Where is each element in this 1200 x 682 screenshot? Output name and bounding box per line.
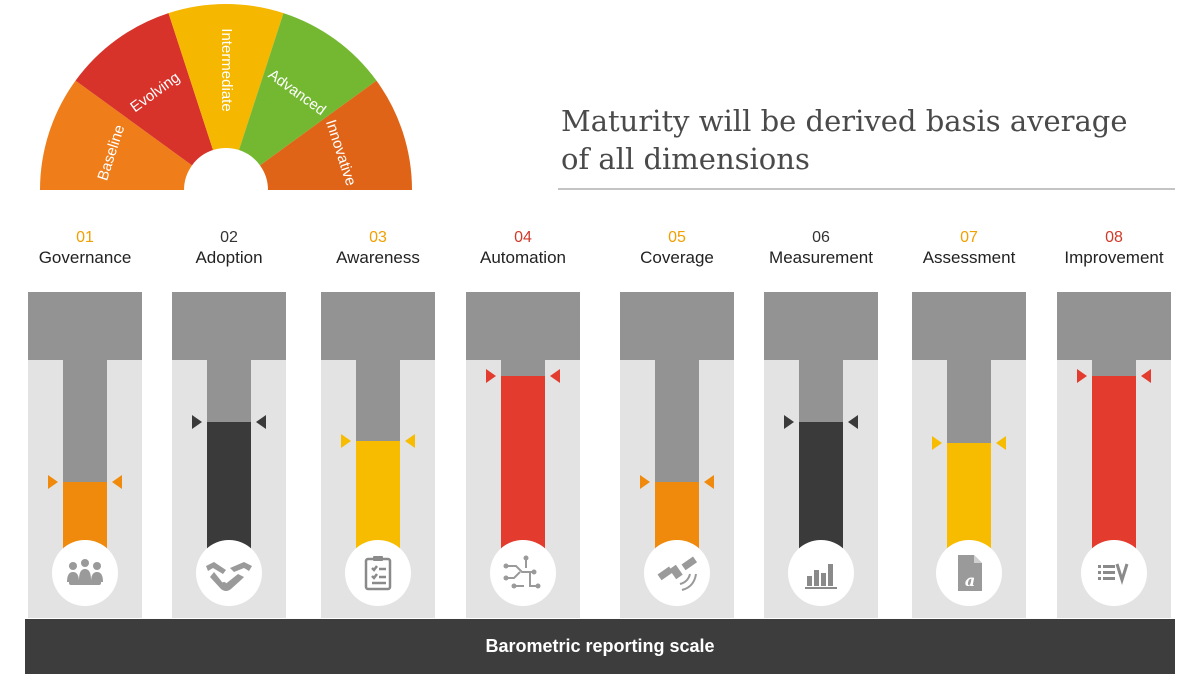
dimension-number: 07 (960, 229, 978, 246)
barometer-cap (28, 292, 142, 360)
barometer-panel (466, 292, 580, 618)
barometer-panel (321, 292, 435, 618)
gauge-segment-evolving (75, 13, 214, 166)
dimension-number: 02 (220, 229, 238, 246)
checklist-icon (1098, 563, 1129, 586)
document-icon: a (958, 555, 982, 591)
dimension-name: Measurement (769, 248, 873, 267)
level-marker-right-icon (996, 435, 1006, 450)
dimension-number: 06 (812, 229, 830, 246)
dimension-name: Adoption (195, 248, 263, 267)
level-marker-left-icon (48, 474, 58, 489)
gauge-segment-innovative (259, 80, 412, 190)
dimension-name: Improvement (1064, 248, 1164, 267)
level-marker-left-icon (341, 434, 351, 449)
dimension-icon-badge (52, 540, 118, 606)
level-marker-left-icon (932, 435, 942, 450)
dimension-number: 03 (369, 229, 387, 246)
clipboard-checklist-icon (364, 556, 392, 591)
dimension-number: 01 (76, 229, 94, 246)
dimension-icon-badge (345, 540, 411, 606)
barometer-fill (356, 441, 400, 552)
barometer-panel (620, 292, 734, 618)
dimension-governance: 01 Governance (26, 0, 144, 682)
level-marker-right-icon (550, 369, 560, 383)
people-meeting-icon (67, 559, 103, 585)
headline-line-1: Maturity will be derived basis average (561, 104, 1128, 138)
dimension-icon-badge (644, 540, 710, 606)
level-marker-right-icon (848, 414, 858, 429)
barometer-panel: a (912, 292, 1026, 618)
dimension-adoption: 02 Adoption (170, 0, 288, 682)
circuit-icon (503, 555, 541, 589)
dimension-awareness: 03 Awareness (319, 0, 437, 682)
dimension-icon-badge (490, 540, 556, 606)
level-marker-right-icon (256, 414, 266, 429)
barometer-fill (1092, 376, 1136, 552)
handshake-icon (206, 562, 252, 591)
barometer-fill (947, 442, 991, 552)
headline-divider (558, 188, 1175, 190)
level-marker-left-icon (192, 414, 202, 429)
level-marker-right-icon (1141, 369, 1151, 383)
gauge-segment-intermediate (168, 3, 284, 151)
gauge-segment-baseline (40, 80, 193, 190)
barometer-cap (1057, 292, 1171, 360)
level-marker-right-icon (704, 474, 714, 489)
level-marker-right-icon (405, 434, 415, 449)
level-marker-left-icon (640, 474, 650, 489)
dimension-measurement: 06 Measurement (762, 0, 880, 682)
dimension-icon-badge (1081, 540, 1147, 606)
level-marker-right-icon (112, 474, 122, 489)
dimension-name: Automation (480, 248, 566, 267)
barometric-scale-footer: Barometric reporting scale (25, 619, 1175, 674)
dimension-number: 08 (1105, 229, 1123, 246)
barometer-cap (620, 292, 734, 360)
dimension-name: Governance (38, 248, 132, 267)
barometer-fill (799, 421, 843, 552)
barometer-panel (764, 292, 878, 618)
barometer-fill (501, 376, 545, 552)
barometer-cap (912, 292, 1026, 360)
dimension-automation: 04 Automation (464, 0, 582, 682)
level-marker-left-icon (486, 369, 496, 383)
dimension-name: Assessment (922, 248, 1016, 267)
barometer-cap (321, 292, 435, 360)
dimension-name: Coverage (640, 248, 714, 267)
dimension-number: 04 (514, 229, 532, 246)
dimension-name: Awareness (336, 248, 420, 267)
gauge-label-intermediate: Intermediate (218, 28, 235, 111)
dimension-icon-badge (788, 540, 854, 606)
gauge-center (186, 150, 266, 190)
level-marker-left-icon (784, 414, 794, 429)
svg-text:a: a (965, 571, 975, 590)
headline-line-2: of all dimensions (561, 142, 810, 176)
dimension-icon-badge (196, 540, 262, 606)
dimension-number: 05 (668, 229, 686, 246)
barometer-cap (466, 292, 580, 360)
barometer-panel (1057, 292, 1171, 618)
satellite-icon (657, 556, 698, 591)
barometer-cap (172, 292, 286, 360)
gauge-segment-advanced (238, 13, 377, 166)
barometer-fill (207, 421, 251, 552)
barometer-panel (28, 292, 142, 618)
dimension-icon-badge: a (936, 540, 1002, 606)
dimension-assessment: 07 Assessment a (910, 0, 1028, 682)
barometer-cap (764, 292, 878, 360)
page-headline: Maturity will be derived basis average o… (561, 102, 1161, 178)
barometer-panel (172, 292, 286, 618)
dimension-coverage: 05 Coverage (618, 0, 736, 682)
dimension-improvement: 08 Improvement (1055, 0, 1173, 682)
bar-chart-icon (805, 564, 837, 589)
level-marker-left-icon (1077, 369, 1087, 383)
